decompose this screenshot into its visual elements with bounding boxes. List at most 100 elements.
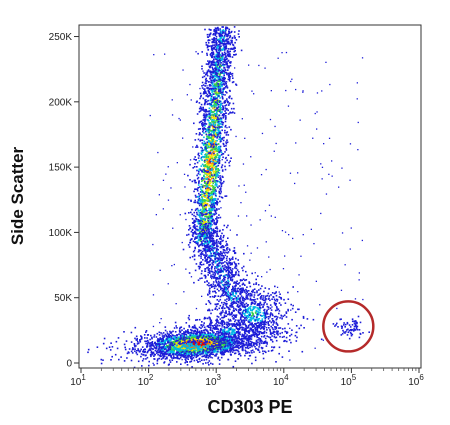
event-dot (201, 191, 203, 193)
event-dot (242, 337, 244, 340)
event-dot (144, 354, 147, 357)
event-dot (257, 284, 260, 286)
event-dot (215, 135, 218, 138)
event-dot (270, 294, 272, 296)
event-dot (160, 343, 162, 346)
event-dot (200, 183, 203, 186)
event-dot (189, 356, 192, 358)
event-dot (150, 350, 153, 353)
event-dot (151, 344, 154, 346)
event-dot (246, 310, 248, 313)
event-dot (248, 355, 251, 357)
event-dot (148, 360, 150, 363)
event-dot (220, 352, 222, 355)
event-dot (282, 315, 285, 318)
event-dot (220, 340, 223, 342)
event-dot (196, 189, 199, 192)
event-dot (174, 348, 177, 350)
event-dot (246, 309, 248, 311)
event-dot (198, 197, 201, 200)
event-dot (202, 169, 204, 171)
event-dot (200, 235, 202, 238)
event-dot (190, 360, 193, 363)
event-dot (207, 223, 210, 225)
event-dot (194, 209, 197, 212)
event-dot (209, 155, 211, 158)
event-dot (161, 340, 163, 342)
event-dot (110, 342, 112, 344)
event-dot (205, 204, 208, 207)
event-dot (212, 334, 214, 336)
event-dot (183, 344, 186, 346)
event-dot (251, 362, 253, 365)
event-dot (207, 211, 209, 214)
event-dot (208, 301, 211, 303)
event-dot (211, 169, 213, 172)
event-dot (214, 150, 217, 153)
event-dot (210, 356, 212, 359)
event-dot (169, 351, 171, 354)
event-dot (193, 340, 196, 342)
event-dot (206, 181, 208, 183)
event-dot (226, 226, 228, 229)
event-dot (188, 229, 190, 231)
event-dot (218, 150, 220, 153)
event-dot (218, 359, 221, 361)
event-dot (244, 349, 246, 352)
event-dot (150, 355, 152, 358)
event-dot (217, 330, 219, 333)
event-dot (202, 240, 204, 242)
event-dot (215, 165, 217, 168)
event-dot (182, 347, 184, 349)
event-dot (294, 334, 297, 337)
event-dot (186, 355, 188, 357)
event-dot (244, 323, 246, 325)
event-dot (237, 346, 240, 349)
event-dot (276, 323, 279, 325)
event-dot (214, 340, 216, 343)
event-dot (198, 349, 200, 352)
event-dot (273, 321, 275, 323)
event-dot (219, 334, 222, 337)
event-dot (253, 342, 255, 345)
event-dot (206, 199, 209, 201)
event-dot (237, 350, 240, 353)
event-dot (226, 338, 229, 341)
event-dot (213, 150, 215, 153)
event-dot (181, 348, 183, 350)
event-dot (217, 159, 219, 161)
event-dot (264, 340, 267, 342)
event-dot (200, 146, 202, 149)
event-dot (204, 226, 206, 229)
event-dot (168, 333, 171, 336)
event-dot (252, 343, 255, 346)
event-dot (261, 303, 263, 306)
event-dot (167, 336, 170, 338)
event-dot (288, 350, 290, 352)
event-dot (204, 213, 207, 215)
event-dot (192, 357, 195, 359)
event-dot (212, 240, 214, 243)
event-dot (219, 312, 221, 315)
event-dot (274, 299, 277, 302)
event-dot (209, 179, 212, 181)
event-dot (175, 342, 178, 344)
event-dot (203, 193, 205, 196)
event-dot (204, 341, 207, 344)
event-dot (186, 351, 189, 354)
event-dot (239, 293, 242, 296)
event-dot (243, 334, 246, 336)
event-dot (211, 205, 214, 208)
event-dot (249, 297, 252, 300)
event-dot (160, 332, 162, 334)
event-dot (136, 337, 138, 340)
event-dot (211, 363, 214, 365)
event-dot (254, 306, 257, 308)
event-dot (153, 364, 155, 366)
event-dot (209, 354, 211, 356)
event-dot (216, 228, 219, 230)
event-dot (137, 360, 140, 363)
event-dot (215, 223, 217, 226)
event-dot (228, 346, 230, 349)
event-dot (210, 333, 212, 335)
